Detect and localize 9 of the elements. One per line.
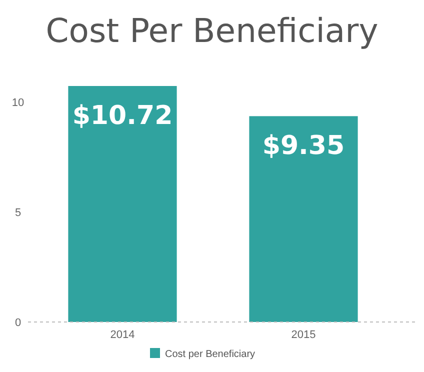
data-label: $9.35 xyxy=(262,131,345,162)
legend-label: Cost per Beneficiary xyxy=(165,349,256,360)
chart-title: Cost Per Beneficiary xyxy=(46,11,378,50)
y-tick-label: 10 xyxy=(12,96,24,109)
y-tick-label: 5 xyxy=(14,206,22,219)
y-tick-label: 0 xyxy=(14,317,22,329)
data-label: $10.72 xyxy=(72,101,173,131)
x-tick-label: 2015 xyxy=(291,329,316,341)
x-tick-label: 2014 xyxy=(110,329,135,341)
